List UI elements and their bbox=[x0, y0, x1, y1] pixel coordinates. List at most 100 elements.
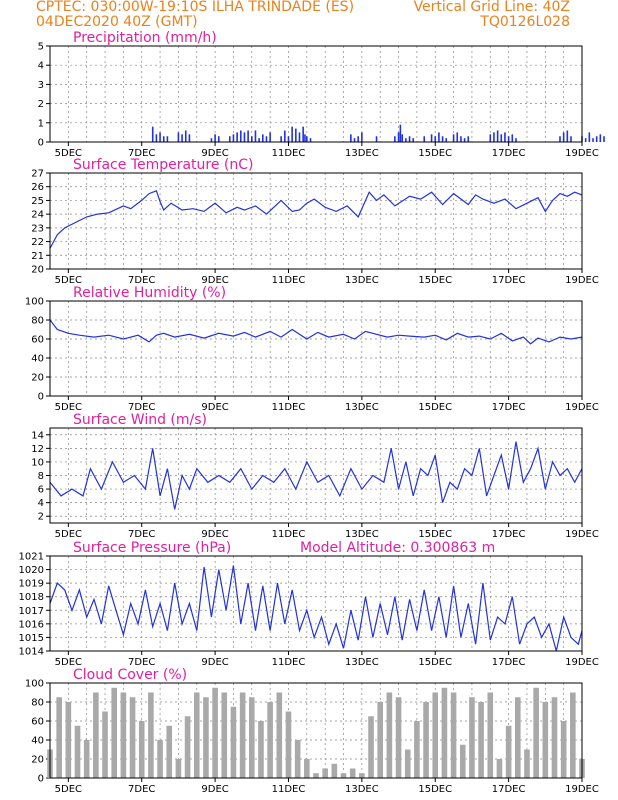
panel-title: Surface Temperature (nC) bbox=[73, 157, 254, 173]
precip-bar bbox=[445, 138, 448, 142]
precip-bar bbox=[562, 132, 565, 142]
cloud-bar bbox=[93, 692, 99, 778]
x-tick-label: 19DEC bbox=[565, 657, 599, 668]
cloud-bar bbox=[166, 725, 173, 778]
cloud-bar bbox=[294, 740, 301, 778]
x-tick-label: 9DEC bbox=[201, 784, 228, 795]
y-tick-label: 40 bbox=[31, 354, 44, 365]
x-tick-label: 17DEC bbox=[492, 275, 526, 286]
precip-bar bbox=[295, 128, 297, 142]
x-tick-label: 7DEC bbox=[128, 529, 155, 540]
y-tick-label: 26 bbox=[31, 182, 44, 193]
precip-bar bbox=[434, 136, 437, 142]
x-tick-label: 17DEC bbox=[492, 402, 526, 413]
x-tick-label: 15DEC bbox=[418, 784, 452, 795]
precip-bar bbox=[243, 132, 246, 142]
y-tick-label: 1021 bbox=[19, 552, 44, 563]
x-tick-label: 19DEC bbox=[565, 784, 599, 795]
cloud-bar bbox=[505, 725, 512, 778]
x-tick-label: 5DEC bbox=[55, 529, 82, 540]
precip-bar bbox=[452, 134, 455, 142]
x-tick-label: 13DEC bbox=[345, 402, 379, 413]
precip-bar bbox=[511, 134, 514, 142]
cloud-bar bbox=[230, 706, 237, 778]
y-tick-label: 23 bbox=[31, 223, 44, 234]
precip-bar bbox=[423, 136, 426, 142]
y-tick-label: 6 bbox=[38, 485, 44, 496]
x-tick-label: 7DEC bbox=[128, 657, 155, 668]
y-tick-label: 4 bbox=[38, 61, 44, 72]
y-tick-label: 100 bbox=[25, 297, 44, 308]
cloud-bar bbox=[193, 692, 200, 778]
cloud-bar bbox=[514, 697, 521, 778]
x-tick-label: 5DEC bbox=[55, 275, 82, 286]
precip-bar bbox=[595, 136, 598, 142]
precip-bar bbox=[456, 132, 459, 142]
precip-bar bbox=[592, 138, 594, 142]
precip-bar bbox=[357, 136, 359, 142]
y-tick-label: 100 bbox=[25, 679, 44, 690]
series-line bbox=[49, 441, 583, 510]
x-tick-label: 11DEC bbox=[272, 657, 306, 668]
precip-bar bbox=[430, 134, 433, 142]
x-tick-label: 19DEC bbox=[565, 529, 599, 540]
cloud-bar bbox=[83, 740, 90, 778]
x-tick-label: 13DEC bbox=[345, 275, 379, 286]
precip-bar bbox=[214, 134, 216, 142]
series-line bbox=[49, 565, 583, 652]
y-tick-label: 25 bbox=[31, 196, 44, 207]
y-tick-label: 21 bbox=[31, 251, 44, 262]
plot-frame bbox=[49, 172, 583, 270]
y-tick-label: 1 bbox=[38, 118, 44, 129]
precip-bar bbox=[496, 130, 499, 142]
x-tick-label: 9DEC bbox=[201, 402, 228, 413]
precip-bar bbox=[236, 132, 238, 142]
cloud-bar bbox=[221, 692, 228, 778]
precip-bar bbox=[353, 138, 356, 142]
cloud-bar bbox=[203, 697, 209, 778]
header-date: 04DEC2020 40Z (GMT) bbox=[36, 14, 198, 30]
x-tick-label: 9DEC bbox=[201, 529, 228, 540]
panel-2: 20 21 22 23 24 25 26 27 5DEC 7DEC 9DEC 11DEC 13DEC 15… bbox=[31, 157, 599, 286]
cloud-bar bbox=[570, 692, 576, 778]
y-tick-label: 60 bbox=[31, 335, 44, 346]
cloud-bar bbox=[459, 744, 466, 778]
y-tick-label: 1017 bbox=[19, 606, 44, 617]
cloud-bar bbox=[386, 692, 393, 778]
precip-bar bbox=[408, 136, 411, 142]
precip-bar bbox=[566, 130, 569, 142]
precip-bar bbox=[467, 136, 470, 142]
cloud-bar bbox=[313, 773, 319, 778]
y-tick-label: 80 bbox=[31, 316, 44, 327]
x-tick-label: 9DEC bbox=[201, 657, 228, 668]
precip-bar bbox=[309, 138, 312, 142]
y-tick-label: 5 bbox=[38, 42, 44, 53]
x-tick-label: 13DEC bbox=[345, 148, 379, 159]
x-tick-label: 13DEC bbox=[345, 657, 379, 668]
precip-bar bbox=[302, 126, 304, 142]
x-tick-label: 15DEC bbox=[418, 402, 452, 413]
precip-bar bbox=[166, 136, 169, 142]
x-tick-label: 5DEC bbox=[55, 657, 82, 668]
precip-bar bbox=[298, 132, 301, 142]
y-tick-label: 10 bbox=[31, 457, 44, 468]
cloud-bar bbox=[129, 697, 136, 778]
precip-bar bbox=[306, 136, 308, 142]
precip-bar bbox=[250, 136, 253, 142]
cloud-bar bbox=[102, 711, 108, 778]
precip-bar bbox=[217, 136, 220, 142]
precip-bar bbox=[304, 134, 306, 142]
cloud-bar bbox=[487, 692, 494, 778]
precip-bar bbox=[438, 132, 440, 142]
precip-bar bbox=[493, 132, 495, 142]
cloud-bar bbox=[212, 687, 218, 778]
precip-bar bbox=[239, 130, 242, 142]
y-tick-label: 20 bbox=[31, 755, 44, 766]
precip-bar bbox=[559, 136, 561, 142]
x-tick-label: 7DEC bbox=[128, 148, 155, 159]
cloud-bar bbox=[551, 697, 558, 778]
y-tick-label: 27 bbox=[31, 169, 44, 180]
y-tick-label: 14 bbox=[31, 430, 44, 441]
x-tick-label: 15DEC bbox=[418, 275, 452, 286]
